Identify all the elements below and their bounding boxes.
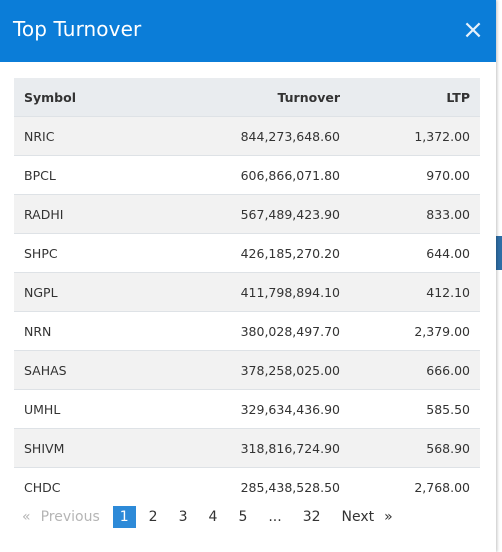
cell-turnover: 378,258,025.00	[160, 350, 350, 390]
cell-turnover: 380,028,497.70	[160, 311, 350, 351]
cell-ltp: 666.00	[350, 350, 480, 390]
table-row[interactable]: NRN 380,028,497.70 2,379.00	[14, 311, 480, 351]
cell-symbol: BPCL	[14, 155, 160, 195]
cell-ltp: 970.00	[350, 155, 480, 195]
table-row[interactable]: SHPC 426,185,270.20 644.00	[14, 233, 480, 273]
table-row[interactable]: NRIC 844,273,648.60 1,372.00	[14, 116, 480, 156]
page-button-5[interactable]: 5	[238, 509, 248, 525]
cell-ltp: 833.00	[350, 194, 480, 234]
cell-symbol: RADHI	[14, 194, 160, 234]
cell-ltp: 2,379.00	[350, 311, 480, 351]
cell-turnover: 411,798,894.10	[160, 272, 350, 312]
cell-ltp: 1,372.00	[350, 116, 480, 156]
cell-symbol: SAHAS	[14, 350, 160, 390]
next-page-button[interactable]: Next »	[334, 506, 401, 528]
column-header-ltp[interactable]: LTP	[350, 78, 480, 117]
cell-ltp: 568.90	[350, 428, 480, 468]
cell-symbol: CHDC	[14, 467, 160, 506]
table-header: Symbol Turnover LTP	[14, 78, 480, 117]
table-header-row: Symbol Turnover LTP	[14, 78, 480, 117]
table-row[interactable]: SAHAS 378,258,025.00 666.00	[14, 350, 480, 390]
column-header-turnover[interactable]: Turnover	[160, 78, 350, 117]
cell-ltp: 585.50	[350, 389, 480, 429]
cell-symbol: SHIVM	[14, 428, 160, 468]
close-button[interactable]: ×	[462, 15, 484, 45]
cell-turnover: 606,866,071.80	[160, 155, 350, 195]
next-label: Next	[341, 509, 375, 525]
cell-turnover: 318,816,724.90	[160, 428, 350, 468]
modal-header: Top Turnover ×	[0, 0, 496, 62]
next-arrow-icon: »	[384, 509, 393, 525]
table-row[interactable]: UMHL 329,634,436.90 585.50	[14, 389, 480, 429]
pagination-ellipsis: ...	[268, 509, 282, 525]
previous-label: Previous	[40, 509, 100, 525]
cell-symbol: NRN	[14, 311, 160, 351]
cell-turnover: 285,438,528.50	[160, 467, 350, 506]
cell-turnover: 329,634,436.90	[160, 389, 350, 429]
previous-page-button[interactable]: « Previous	[14, 506, 108, 528]
table-row[interactable]: BPCL 606,866,071.80 970.00	[14, 155, 480, 195]
cell-turnover: 567,489,423.90	[160, 194, 350, 234]
cell-symbol: UMHL	[14, 389, 160, 429]
cell-ltp: 2,768.00	[350, 467, 480, 506]
page-button-3[interactable]: 3	[178, 509, 188, 525]
table-row[interactable]: NGPL 411,798,894.10 412.10	[14, 272, 480, 312]
pagination: « Previous 1 2 3 4 5 ... 32 Next »	[14, 506, 406, 528]
page-button-2[interactable]: 2	[148, 509, 158, 525]
page-button-4[interactable]: 4	[208, 509, 218, 525]
cell-ltp: 644.00	[350, 233, 480, 273]
table-body: NRIC 844,273,648.60 1,372.00 BPCL 606,86…	[14, 116, 480, 506]
page-button-1[interactable]: 1	[112, 506, 136, 528]
modal-title: Top Turnover	[13, 17, 142, 41]
turnover-table-container: Symbol Turnover LTP NRIC 844,273,648.60 …	[14, 78, 480, 506]
cell-turnover: 844,273,648.60	[160, 116, 350, 156]
cell-symbol: NRIC	[14, 116, 160, 156]
column-header-symbol[interactable]: Symbol	[14, 78, 160, 117]
close-icon: ×	[462, 15, 484, 45]
table-row[interactable]: RADHI 567,489,423.90 833.00	[14, 194, 480, 234]
table-row[interactable]: SHIVM 318,816,724.90 568.90	[14, 428, 480, 468]
cell-ltp: 412.10	[350, 272, 480, 312]
turnover-table: Symbol Turnover LTP NRIC 844,273,648.60 …	[14, 78, 480, 506]
table-row[interactable]: CHDC 285,438,528.50 2,768.00	[14, 467, 480, 506]
background-blue-fragment	[496, 236, 502, 270]
page-button-last[interactable]: 32	[302, 509, 321, 525]
cell-turnover: 426,185,270.20	[160, 233, 350, 273]
background-fragment	[496, 104, 502, 122]
previous-arrow-icon: «	[22, 509, 31, 525]
cell-symbol: SHPC	[14, 233, 160, 273]
cell-symbol: NGPL	[14, 272, 160, 312]
